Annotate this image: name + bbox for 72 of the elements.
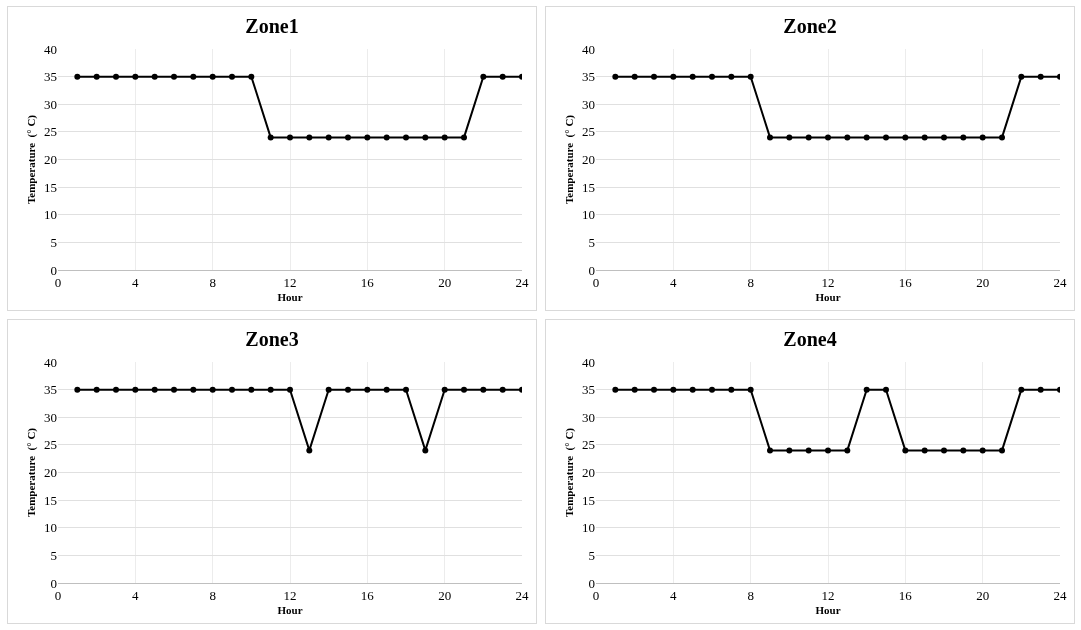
y-tick-label: 5 bbox=[588, 547, 595, 563]
y-tick-label: 20 bbox=[44, 152, 57, 168]
y-tick-label: 10 bbox=[44, 520, 57, 536]
x-tick-label: 8 bbox=[747, 274, 754, 290]
x-tick-label: 16 bbox=[898, 587, 913, 603]
x-tick-label: 20 bbox=[976, 587, 990, 603]
y-tick-label: 40 bbox=[44, 41, 57, 57]
y-tick-label: 30 bbox=[44, 409, 57, 425]
y-tick-label: 0 bbox=[50, 262, 57, 278]
y-tick-label: 20 bbox=[44, 465, 57, 481]
y-tick-label: 5 bbox=[588, 234, 595, 250]
x-axis-title: Hour bbox=[815, 603, 841, 616]
y-tick-label: 5 bbox=[50, 234, 57, 250]
x-tick-label: 24 bbox=[1053, 587, 1067, 603]
x-tick-label: 20 bbox=[438, 587, 452, 603]
y-tick-label: 5 bbox=[50, 547, 57, 563]
y-tick-label: 0 bbox=[50, 575, 57, 591]
x-tick-label: 4 bbox=[132, 274, 140, 290]
y-tick-label: 15 bbox=[582, 492, 595, 508]
y-tick-label: 15 bbox=[44, 179, 57, 195]
x-tick-label: 4 bbox=[670, 587, 678, 603]
y-tick-label: 25 bbox=[582, 124, 595, 140]
y-tick-label: 20 bbox=[582, 152, 595, 168]
chart-title: Zone2 bbox=[783, 15, 837, 38]
x-tick-label: 16 bbox=[360, 274, 375, 290]
x-tick-label: 20 bbox=[438, 274, 452, 290]
y-tick-label: 0 bbox=[588, 575, 595, 591]
x-tick-label: 12 bbox=[283, 274, 297, 290]
x-tick-label: 12 bbox=[821, 274, 835, 290]
x-tick-label: 24 bbox=[1053, 274, 1067, 290]
y-tick-label: 30 bbox=[582, 96, 595, 112]
y-tick-label: 30 bbox=[582, 409, 595, 425]
y-tick-label: 25 bbox=[582, 437, 595, 453]
x-tick-label: 4 bbox=[670, 274, 678, 290]
x-tick-label: 8 bbox=[747, 587, 754, 603]
x-tick-label: 12 bbox=[283, 587, 297, 603]
chart-title: Zone3 bbox=[245, 328, 299, 351]
y-tick-label: 40 bbox=[582, 354, 595, 370]
y-tick-label: 15 bbox=[44, 492, 57, 508]
y-tick-label: 25 bbox=[44, 437, 57, 453]
x-axis-title: Hour bbox=[277, 290, 303, 303]
y-tick-label: 10 bbox=[582, 207, 595, 223]
y-tick-label: 20 bbox=[582, 465, 595, 481]
y-tick-label: 40 bbox=[582, 41, 595, 57]
y-tick-label: 40 bbox=[44, 354, 57, 370]
y-tick-label: 25 bbox=[44, 124, 57, 140]
y-tick-label: 30 bbox=[44, 96, 57, 112]
x-tick-label: 24 bbox=[515, 274, 529, 290]
x-tick-label: 24 bbox=[515, 587, 529, 603]
y-axis-title: Temperature (° C) bbox=[562, 114, 576, 205]
y-tick-label: 35 bbox=[44, 382, 57, 398]
x-tick-label: 8 bbox=[209, 587, 216, 603]
y-tick-label: 15 bbox=[582, 179, 595, 195]
y-tick-label: 35 bbox=[44, 69, 57, 85]
x-tick-label: 4 bbox=[132, 587, 140, 603]
x-tick-label: 16 bbox=[360, 587, 375, 603]
chart-title: Zone4 bbox=[783, 328, 837, 351]
chart-title: Zone1 bbox=[245, 15, 299, 38]
y-tick-label: 35 bbox=[582, 69, 595, 85]
y-axis-title: Temperature (° C) bbox=[24, 114, 38, 205]
x-axis-title: Hour bbox=[815, 290, 841, 303]
x-tick-label: 16 bbox=[898, 274, 913, 290]
y-tick-label: 35 bbox=[582, 382, 595, 398]
y-axis-title: Temperature (° C) bbox=[24, 427, 38, 518]
x-tick-label: 12 bbox=[821, 587, 835, 603]
y-tick-label: 10 bbox=[44, 207, 57, 223]
y-tick-label: 0 bbox=[588, 262, 595, 278]
x-tick-label: 8 bbox=[209, 274, 216, 290]
y-tick-label: 10 bbox=[582, 520, 595, 536]
x-axis-title: Hour bbox=[277, 603, 303, 616]
y-axis-title: Temperature (° C) bbox=[562, 427, 576, 518]
x-tick-label: 20 bbox=[976, 274, 990, 290]
